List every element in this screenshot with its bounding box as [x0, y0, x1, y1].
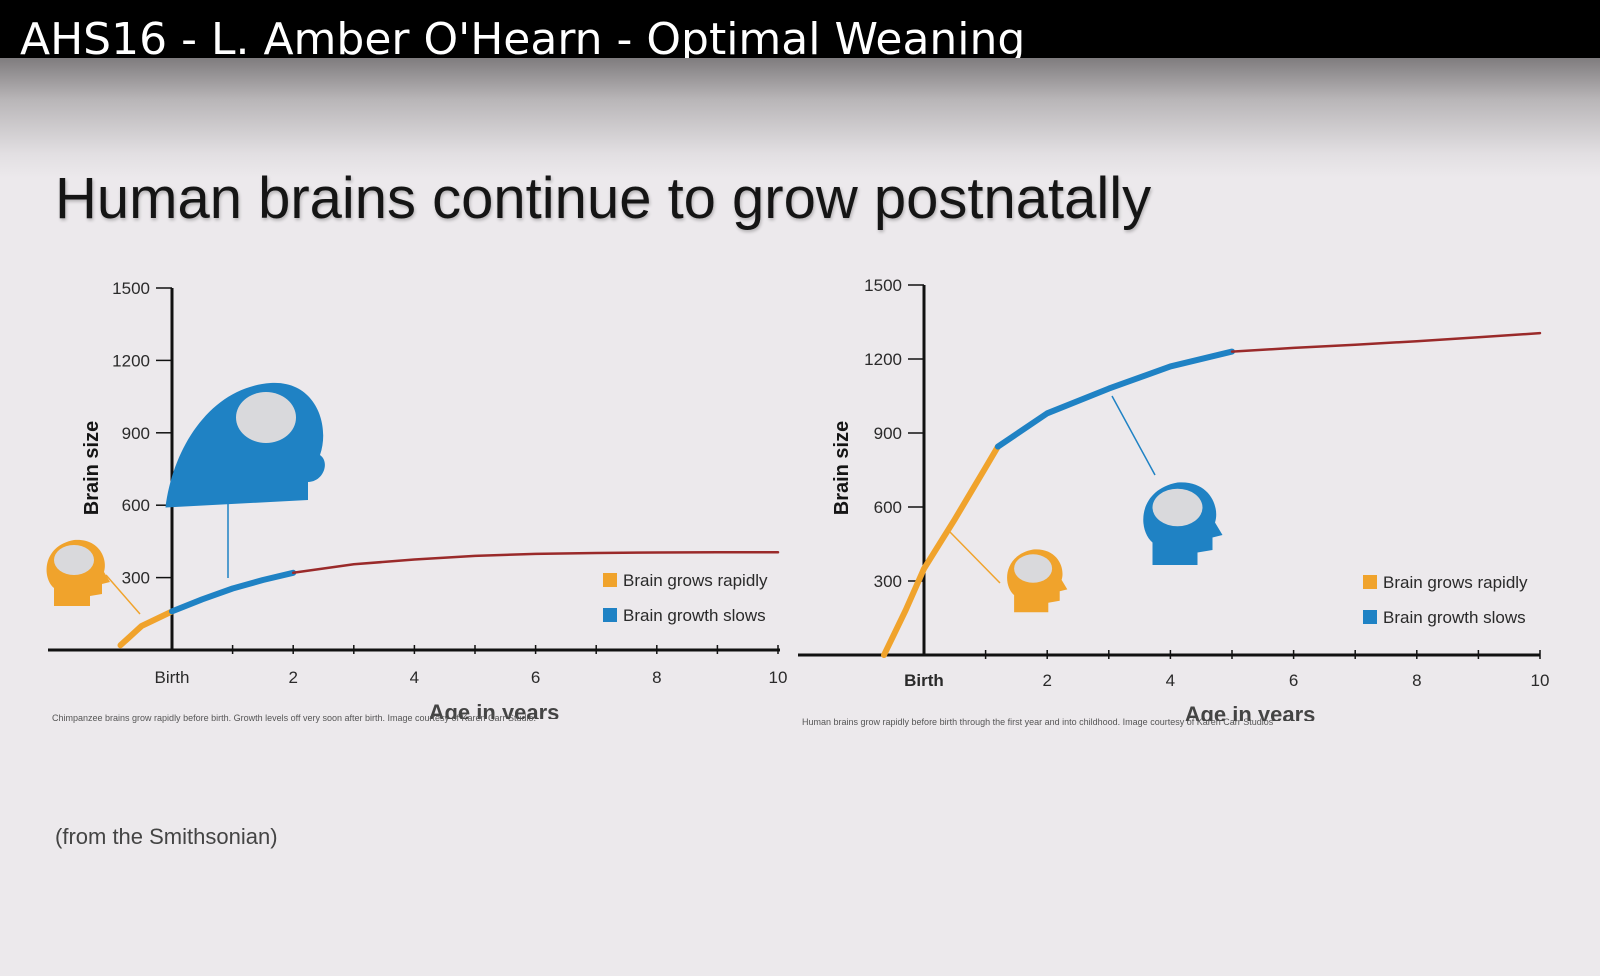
legend-label-slow: Brain growth slows	[1383, 608, 1526, 627]
x-tick-label: 6	[1289, 671, 1298, 690]
x-tick-label: Birth	[155, 668, 190, 687]
chart-caption: Human brains grow rapidly before birth t…	[802, 717, 1274, 727]
series-line-slow	[994, 348, 1235, 450]
legend-swatch-rapid	[603, 573, 617, 587]
brain-shape	[236, 392, 296, 443]
human-child-head-icon	[1143, 482, 1223, 565]
series-line-rapid	[881, 443, 1001, 658]
legend-swatch-rapid	[1363, 575, 1377, 589]
icon-leader-line	[949, 531, 1001, 584]
y-tick-label: 900	[874, 424, 902, 443]
icon-leader-line	[1111, 395, 1156, 476]
x-tick-label: 8	[1412, 671, 1421, 690]
x-tick-label: 10	[1531, 671, 1550, 690]
x-tick-label: 8	[652, 668, 661, 687]
legend-swatch-slow	[1363, 610, 1377, 624]
slide-title: Human brains continue to grow postnatall…	[55, 166, 1152, 231]
y-tick-label: 300	[122, 569, 150, 588]
x-tick-label: 6	[531, 668, 540, 687]
video-title[interactable]: AHS16 - L. Amber O'Hearn - Optimal Weani…	[20, 14, 1026, 65]
series-line-plateau	[1230, 331, 1542, 353]
x-tick-label: 4	[1166, 671, 1175, 690]
brain-shape	[1152, 488, 1203, 527]
y-axis-title: Brain size	[81, 421, 103, 515]
y-tick-label: 900	[122, 424, 150, 443]
legend-label-rapid: Brain grows rapidly	[1383, 573, 1528, 592]
x-axis-title: Age in years	[1185, 702, 1316, 727]
legend-swatch-slow	[603, 608, 617, 622]
y-tick-label: 600	[874, 498, 902, 517]
y-tick-label: 1200	[112, 351, 150, 370]
source-note: (from the Smithsonian)	[55, 824, 278, 849]
video-title-bar: AHS16 - L. Amber O'Hearn - Optimal Weani…	[0, 0, 1600, 62]
series-line-rapid	[117, 608, 175, 649]
y-axis-title: Brain size	[831, 421, 853, 515]
chart-caption: Chimpanzee brains grow rapidly before bi…	[52, 713, 536, 723]
x-axis-title: Age in years	[429, 700, 560, 725]
slide-top-shade	[0, 58, 1600, 178]
y-tick-label: 300	[874, 572, 902, 591]
legend-label-slow: Brain growth slows	[623, 606, 766, 625]
x-tick-label: 4	[410, 668, 419, 687]
x-tick-label: 10	[769, 668, 788, 687]
chimp-infant-head-icon	[46, 539, 110, 606]
legend-label-rapid: Brain grows rapidly	[623, 571, 768, 590]
series-line-slow	[169, 569, 297, 615]
y-tick-label: 1500	[864, 276, 902, 295]
icon-leader-line	[105, 574, 141, 615]
x-tick-label: 2	[288, 668, 297, 687]
y-tick-label: 1500	[112, 279, 150, 298]
brain-shape	[1014, 554, 1053, 583]
x-tick-label: Birth	[904, 671, 944, 690]
series-line-plateau	[291, 551, 780, 575]
y-tick-label: 600	[122, 496, 150, 515]
human-infant-head-icon	[1007, 549, 1068, 613]
chimp-adult-head-icon	[165, 382, 325, 508]
brain-shape	[54, 545, 94, 575]
x-tick-label: 2	[1042, 671, 1051, 690]
y-tick-label: 1200	[864, 350, 902, 369]
